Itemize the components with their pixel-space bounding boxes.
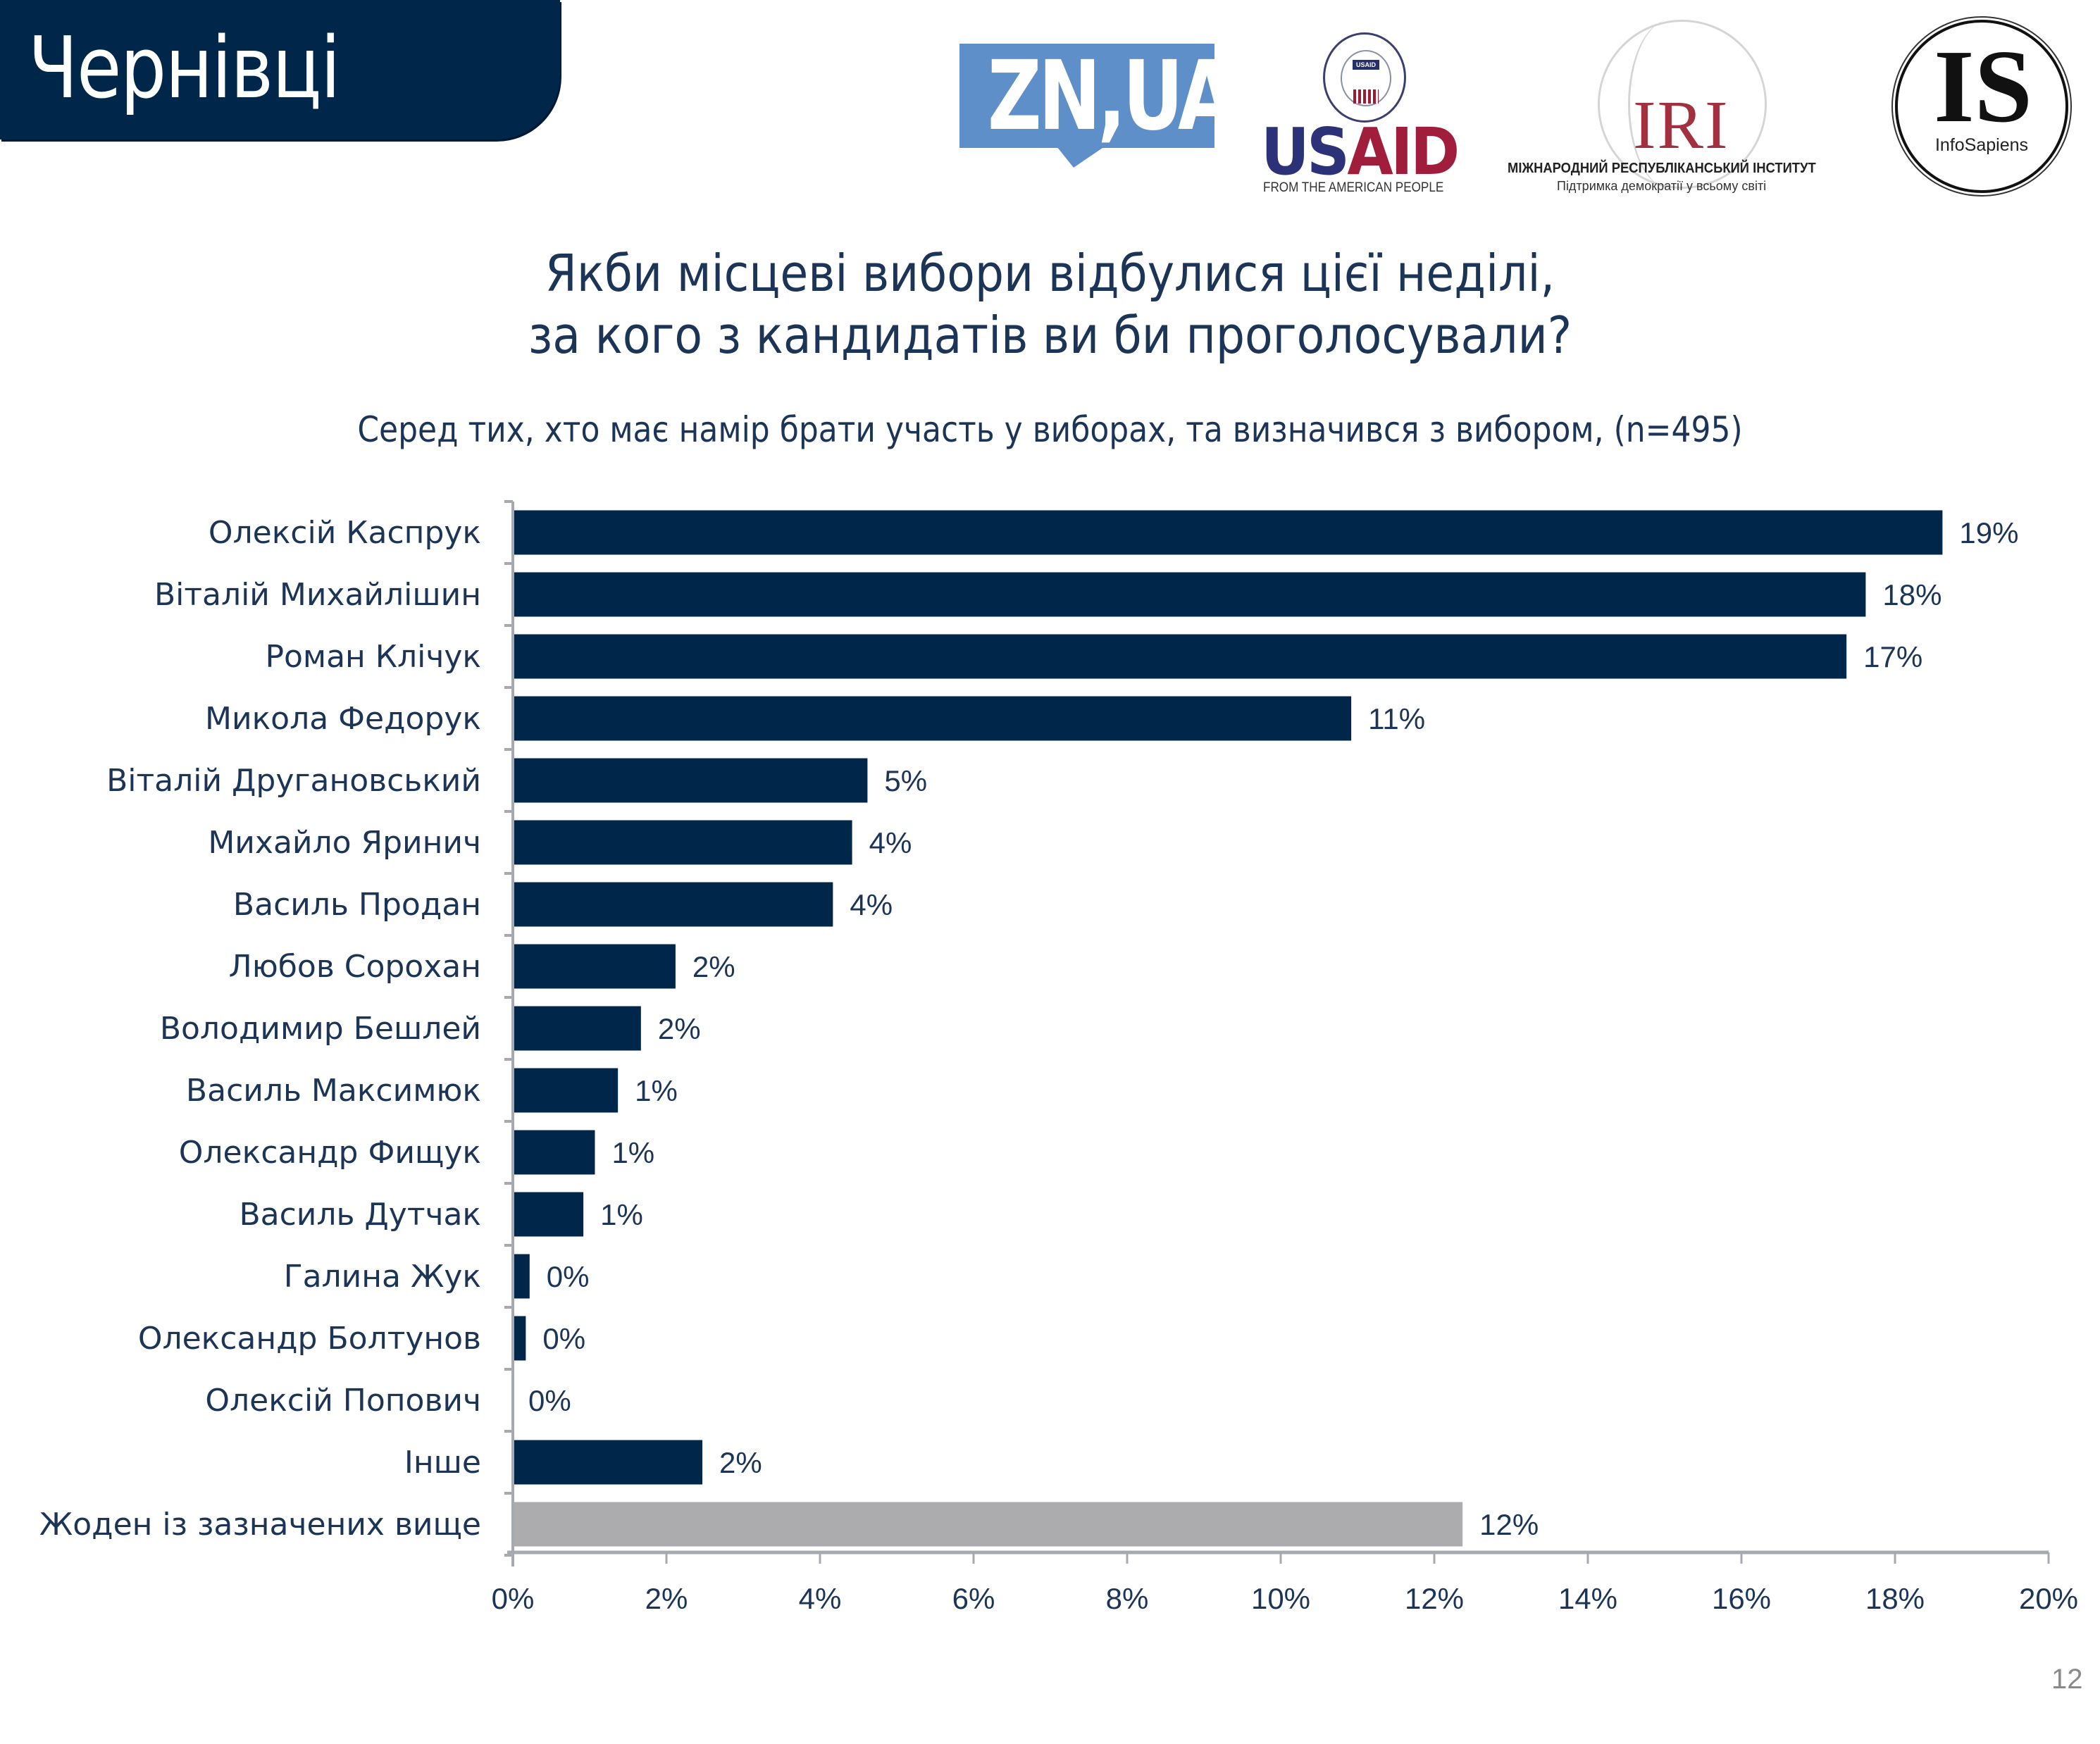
category-label: Олексій Попович: [205, 1383, 481, 1419]
data-label: 0%: [547, 1260, 590, 1293]
category-label: Роман Клічук: [265, 639, 481, 675]
zn-ua-logo-tail: [1057, 147, 1105, 168]
data-label: 1%: [611, 1136, 654, 1169]
usaid-tagline: FROM THE AMERICAN PEOPLE: [1263, 180, 1444, 195]
city-title: Чернівці: [28, 20, 341, 118]
bar: [514, 510, 1943, 555]
infosapiens-circle-icon: [1895, 20, 2068, 193]
data-label: 2%: [719, 1446, 762, 1479]
iri-logo: IRI: [1633, 87, 1729, 163]
bar: [514, 572, 1866, 617]
bar: [514, 1068, 619, 1113]
x-tick-label: 4%: [799, 1582, 842, 1615]
usaid-logo: USAID: [1261, 118, 1460, 186]
header-banner: Чернівці: [0, 0, 560, 139]
chart-title-line-1: Якби місцеві вибори відбулися цієї неділ…: [545, 244, 1555, 303]
data-label: 11%: [1368, 702, 1425, 735]
bar: [514, 696, 1352, 741]
data-label: 19%: [1959, 516, 2018, 549]
data-label: 4%: [869, 826, 912, 859]
bar: [514, 1192, 584, 1237]
usaid-seal-icon: USAID: [1323, 32, 1406, 123]
x-tick-label: 16%: [1712, 1582, 1771, 1615]
x-tick-label: 12%: [1405, 1582, 1464, 1615]
usaid-logo-aid: AID: [1347, 114, 1460, 189]
category-label: Василь Дутчак: [239, 1197, 481, 1233]
category-label: Володимир Бешлей: [160, 1011, 481, 1047]
data-label: 12%: [1479, 1508, 1539, 1541]
bar: [514, 1502, 1463, 1547]
data-label: 1%: [600, 1198, 643, 1231]
category-label: Олександр Фищук: [179, 1135, 481, 1171]
iri-name: МІЖНАРОДНИЙ РЕСПУБЛІКАНСЬКИЙ ІНСТИТУТ: [1508, 161, 1816, 176]
data-label: 5%: [884, 764, 927, 797]
infosapiens-name: InfoSapiens: [1934, 135, 2029, 155]
chart-title-line-2: за кого з кандидатів ви би проголосували…: [528, 306, 1572, 365]
data-label: 2%: [658, 1012, 701, 1045]
x-tick-label: 14%: [1558, 1582, 1617, 1615]
data-label: 2%: [692, 950, 735, 983]
x-tick-label: 8%: [1106, 1582, 1149, 1615]
usaid-logo-us: US: [1261, 114, 1350, 189]
category-label: Жоден із зазначених вище: [39, 1507, 481, 1543]
bar: [514, 944, 676, 989]
bar: [514, 820, 852, 865]
bar: [514, 1316, 526, 1361]
category-label: Василь Максимюк: [186, 1073, 481, 1109]
usaid-seal-ring: [1341, 50, 1391, 106]
chart-subtitle: Серед тих, хто має намір брати участь у …: [357, 409, 1743, 450]
category-label: Любов Сорохан: [229, 949, 481, 985]
category-label: Олексій Каспрук: [209, 515, 481, 551]
zn-ua-logo: ZN,UA: [959, 44, 1236, 148]
usaid-seal-stripes: [1353, 89, 1379, 104]
category-label: Галина Жук: [284, 1259, 481, 1295]
data-label: 17%: [1863, 640, 1922, 673]
category-label: Віталій Другановський: [106, 763, 481, 799]
iri-globe-icon: [1598, 20, 1767, 189]
x-tick-label: 0%: [492, 1582, 535, 1615]
data-label: 1%: [635, 1074, 678, 1107]
category-label: Василь Продан: [233, 887, 481, 923]
data-label: 0%: [528, 1384, 571, 1417]
x-tick-label: 6%: [952, 1582, 995, 1615]
bar: [514, 882, 833, 927]
bar: [514, 634, 1847, 679]
x-tick-label: 2%: [645, 1582, 688, 1615]
usaid-seal-badge: USAID: [1353, 60, 1379, 70]
category-label: Віталій Михайлішин: [154, 577, 481, 613]
iri-tagline: Підтримка демократії у всьому світі: [1557, 179, 1767, 193]
category-label: Михайло Яринич: [208, 825, 481, 861]
bar: [514, 758, 868, 803]
x-tick-label: 18%: [1865, 1582, 1925, 1615]
category-label: Микола Федорук: [205, 701, 481, 737]
infosapiens-logo: IS: [1934, 29, 2032, 144]
x-tick-label: 20%: [2019, 1582, 2078, 1615]
data-label: 0%: [542, 1322, 585, 1355]
x-tick-label: 10%: [1251, 1582, 1310, 1615]
bar: [514, 1130, 595, 1175]
bar: [514, 1254, 530, 1299]
bar: [514, 1440, 703, 1485]
category-label: Інше: [404, 1445, 481, 1481]
data-label: 4%: [850, 888, 893, 921]
category-label: Олександр Болтунов: [138, 1321, 481, 1357]
bar: [514, 1006, 641, 1051]
data-label: 18%: [1882, 578, 1941, 611]
page-number: 12: [2051, 1664, 2083, 1695]
